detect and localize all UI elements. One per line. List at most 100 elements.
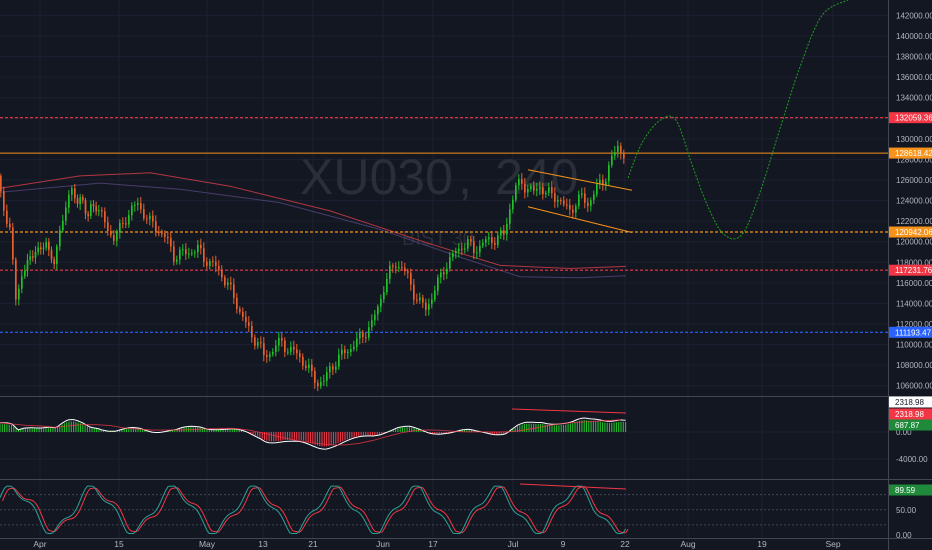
- candle-body: [335, 366, 337, 370]
- watermark-comma: ,: [458, 149, 472, 205]
- candle-body: [590, 200, 592, 206]
- candle-body: [140, 203, 142, 210]
- moving-average-1: [0, 182, 627, 279]
- osc-signal-line: [0, 419, 622, 446]
- price-tick-label-2: 138000.00: [896, 53, 932, 62]
- candle-body: [82, 197, 84, 201]
- candle-body: [76, 198, 79, 204]
- candle-body: [560, 200, 562, 202]
- candle-body: [380, 299, 382, 307]
- candle-body: [566, 204, 568, 206]
- candle-body: [536, 188, 538, 191]
- time-tick-label-2: May: [199, 539, 216, 549]
- candle-body: [296, 349, 298, 354]
- candle-body: [317, 382, 319, 387]
- price-tick-label-16: 110000.00: [896, 341, 932, 350]
- candle-body: [161, 233, 163, 235]
- candle-body: [254, 337, 256, 346]
- candle-body: [40, 247, 42, 250]
- candle-body: [428, 304, 430, 310]
- candle-body: [455, 251, 457, 254]
- candle-body: [563, 200, 565, 205]
- stoch-badge-0: 89.59: [895, 486, 916, 495]
- candle-body: [464, 248, 466, 250]
- candle-body: [584, 193, 586, 203]
- candle-body: [518, 179, 520, 186]
- candle-body: [551, 187, 553, 194]
- candle-body: [131, 205, 133, 216]
- candle-body: [116, 232, 118, 241]
- candle-body: [221, 269, 223, 278]
- candle-body: [440, 272, 442, 278]
- level-badge-4: 111193.47: [895, 328, 932, 337]
- candle-body: [79, 197, 82, 204]
- candle-body: [404, 267, 406, 272]
- candle-body: [491, 237, 493, 243]
- price-tick-label-10: 122000.00: [896, 217, 932, 226]
- candle-body: [377, 306, 379, 315]
- candle-body: [497, 235, 499, 245]
- candle-body: [233, 284, 235, 298]
- osc-badge-0-bg: [889, 396, 932, 408]
- candle-body: [278, 337, 280, 346]
- candle-body: [107, 222, 109, 232]
- candle-body: [284, 340, 286, 352]
- candle-body: [539, 187, 541, 189]
- candle-body: [467, 239, 469, 249]
- candle-body: [521, 179, 523, 184]
- candle-body: [245, 316, 247, 323]
- candle-body: [473, 241, 475, 253]
- stoch-d-line: [2, 486, 629, 534]
- candle-body: [143, 209, 145, 219]
- time-axis[interactable]: Apr 15 May 13 21 Jun 17 Jul 9 22 Aug 19 Sep: [33, 539, 840, 549]
- candle-body: [113, 235, 115, 241]
- candle-body: [167, 237, 169, 239]
- candle-body: [98, 210, 100, 212]
- candle-body: [503, 230, 505, 235]
- candle-body: [242, 311, 244, 317]
- candle-body: [368, 327, 370, 338]
- candle-body: [401, 267, 403, 269]
- candle-body: [239, 308, 241, 312]
- stoch-tick-label-1: 0.00: [896, 531, 912, 540]
- level-badge-0: 132059.36: [895, 114, 932, 123]
- candle-body: [596, 184, 598, 195]
- candle-body: [48, 242, 50, 250]
- candle-body: [383, 292, 385, 300]
- candle-body: [593, 194, 595, 201]
- candle-body: [287, 351, 289, 353]
- time-tick-label-6: 17: [428, 539, 438, 549]
- projection-path: [627, 0, 849, 240]
- candle-body: [443, 272, 445, 275]
- time-tick-label-5: Jun: [376, 539, 390, 549]
- candle-body: [509, 209, 511, 224]
- stoch-divergence-line: [519, 483, 627, 490]
- candle-body: [620, 145, 622, 154]
- osc-badge-1: 2318.98: [895, 410, 924, 419]
- price-tick-label-18: 106000.00: [896, 382, 932, 391]
- candle-body: [179, 249, 181, 260]
- candle-body: [452, 253, 454, 258]
- candle-body: [212, 260, 214, 262]
- time-tick-label-8: 9: [561, 539, 566, 549]
- candle-body: [608, 165, 610, 182]
- candle-body: [446, 268, 448, 275]
- candle-body: [422, 297, 424, 303]
- candle-body: [125, 223, 127, 225]
- osc-badge-0: 2318.98: [895, 398, 924, 407]
- candle-body: [9, 223, 11, 228]
- candle-body: [104, 211, 106, 223]
- candle-body: [224, 277, 226, 286]
- candle-body: [587, 202, 589, 206]
- candle-body: [149, 215, 151, 220]
- candle-body: [431, 299, 433, 305]
- candle-body: [359, 332, 361, 339]
- candle-body: [302, 356, 304, 366]
- level-badge-3-bg: [889, 264, 932, 276]
- price-tick-label-17: 108000.00: [896, 361, 932, 370]
- candle-body: [530, 186, 532, 190]
- price-tick-label-11: 120000.00: [896, 238, 932, 247]
- candle-body: [191, 253, 193, 255]
